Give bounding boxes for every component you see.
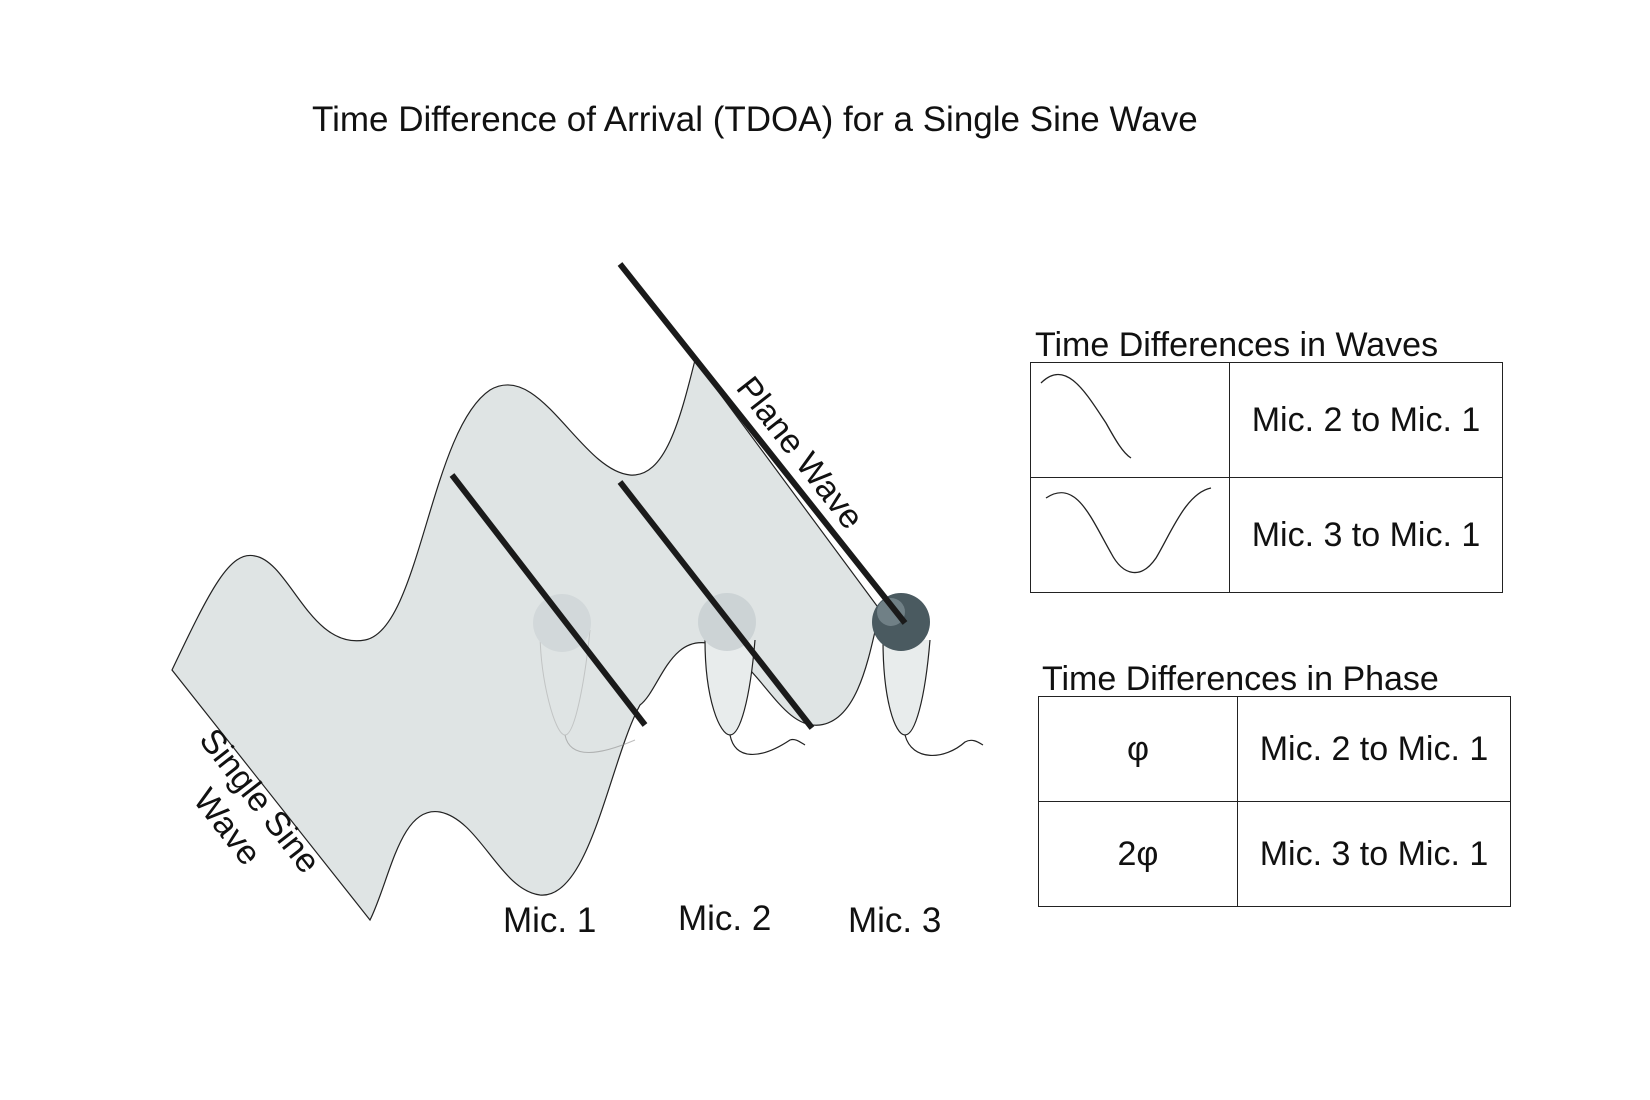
wave-icon-cell (1030, 477, 1230, 593)
wave-icon-cell (1030, 362, 1230, 478)
phase-row-label: Mic. 2 to Mic. 1 (1237, 696, 1511, 802)
table-row: φ Mic. 2 to Mic. 1 (1038, 696, 1511, 802)
table-row: 2φ Mic. 3 to Mic. 1 (1038, 801, 1511, 907)
mic1-label: Mic. 1 (503, 901, 596, 940)
full-sine-wave-icon (1045, 487, 1212, 574)
mic3-label: Mic. 3 (848, 901, 941, 940)
mic3-shape (872, 593, 984, 756)
sine-wave-ribbon (171, 358, 881, 922)
diagram-title: Time Difference of Arrival (TDOA) for a … (312, 100, 1198, 139)
phase-table-title: Time Differences in Phase (1042, 660, 1439, 698)
plane-wave-front-1 (449, 473, 648, 727)
table-row: Mic. 3 to Mic. 1 (1030, 477, 1503, 593)
mic2-label: Mic. 2 (678, 899, 771, 938)
wave-row-label: Mic. 2 to Mic. 1 (1229, 362, 1503, 478)
plane-wave-front-2 (617, 480, 815, 730)
waves-table: Mic. 2 to Mic. 1 Mic. 3 to Mic. 1 (1030, 362, 1503, 593)
partial-sine-wave-icon (1040, 373, 1132, 459)
phase-table: φ Mic. 2 to Mic. 1 2φ Mic. 3 to Mic. 1 (1038, 696, 1511, 907)
waves-table-title: Time Differences in Waves (1035, 326, 1439, 364)
phase-value: 2φ (1038, 801, 1238, 907)
phase-value: φ (1038, 696, 1238, 802)
table-row: Mic. 2 to Mic. 1 (1030, 362, 1503, 478)
phase-row-label: Mic. 3 to Mic. 1 (1237, 801, 1511, 907)
plane-wave-front-3 (617, 262, 908, 625)
wave-row-label: Mic. 3 to Mic. 1 (1229, 477, 1503, 593)
